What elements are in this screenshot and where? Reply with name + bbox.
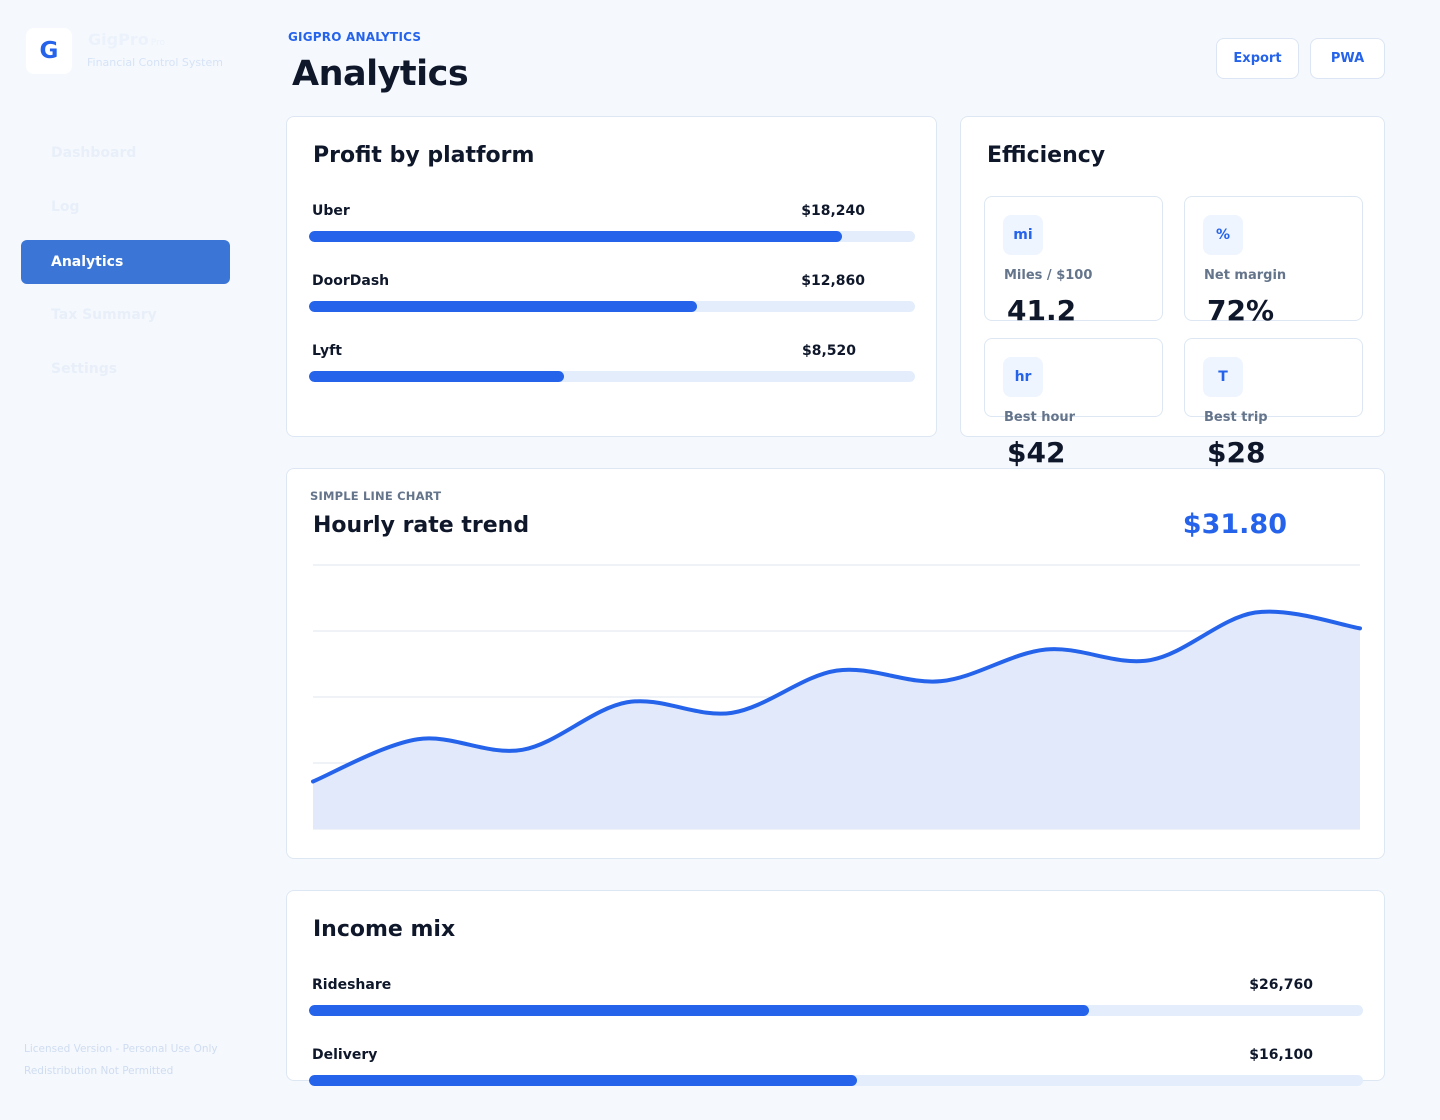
profit-value-lyft: $8,520: [801, 343, 856, 359]
trend-card: SIMPLE LINE CHART Hourly rate trend $31.…: [286, 468, 1385, 859]
sidebar: G GigPro Pro Financial Control System Das…: [0, 0, 250, 1120]
trend-area: [313, 611, 1360, 829]
license-line-1: Licensed Version - Personal Use Only: [24, 1043, 218, 1055]
profit-title: Profit by platform: [313, 143, 535, 168]
profit-bar-fill: [309, 371, 564, 382]
income-card: Income mix Rideshare $26,760 Delivery $1…: [286, 890, 1385, 1086]
tile-label: Miles / $100: [1004, 268, 1093, 283]
tile-value: $28: [1207, 436, 1266, 469]
income-bar-rideshare: [309, 1005, 1363, 1016]
profit-value-doordash: $12,860: [801, 273, 865, 289]
sidebar-item-label: Analytics: [51, 254, 124, 270]
efficiency-tile-best-trip: T Best trip $28: [1184, 338, 1363, 469]
tile-value: $42: [1007, 436, 1066, 469]
brand-tag: Pro: [150, 38, 165, 48]
income-value-rideshare: $26,760: [1249, 977, 1313, 993]
page-eyebrow: GIGPRO ANALYTICS: [288, 30, 422, 44]
chart-title: Hourly rate trend: [313, 513, 530, 538]
sidebar-item-label: Tax Summary: [51, 307, 157, 323]
profit-bar-doordash: [309, 301, 915, 312]
income-value-delivery: $16,100: [1249, 1047, 1313, 1063]
tile-label: Net margin: [1204, 268, 1287, 283]
efficiency-tile-margin: % Net margin 72%: [1184, 196, 1363, 327]
miles-icon: mi: [1003, 215, 1043, 255]
profit-label-uber: Uber: [312, 203, 350, 219]
profit-label-lyft: Lyft: [312, 343, 342, 359]
percent-icon: %: [1203, 215, 1243, 255]
trip-icon: T: [1203, 357, 1243, 397]
page-title: Analytics: [292, 54, 469, 94]
income-bar-delivery: [309, 1075, 1363, 1086]
sidebar-item-label: Dashboard: [51, 145, 137, 161]
profit-bar-lyft: [309, 371, 915, 382]
sidebar-item-settings[interactable]: Settings: [21, 347, 230, 391]
sidebar-item-tax-summary[interactable]: Tax Summary: [21, 293, 230, 337]
brand-subtitle: Financial Control System: [87, 56, 223, 69]
income-title: Income mix: [313, 917, 456, 942]
profit-value-uber: $18,240: [801, 203, 865, 219]
income-bar-fill: [309, 1075, 858, 1086]
profit-bar-uber: [309, 231, 915, 242]
efficiency-tile-best-hour: hr Best hour $42: [984, 338, 1163, 469]
sidebar-item-dashboard[interactable]: Dashboard: [21, 131, 230, 175]
profit-bar-fill: [309, 231, 843, 242]
pwa-button[interactable]: PWA: [1310, 38, 1385, 79]
sidebar-item-log[interactable]: Log: [21, 185, 230, 229]
current-rate: $31.80: [1182, 509, 1287, 540]
license-line-2: Redistribution Not Permitted: [24, 1065, 174, 1077]
efficiency-title: Efficiency: [987, 143, 1106, 168]
profit-card: Profit by platform Uber $18,240 DoorDash…: [286, 116, 937, 437]
hour-icon: hr: [1003, 357, 1043, 397]
brand-name: GigPro Pro: [88, 30, 165, 49]
tile-label: Best hour: [1004, 410, 1076, 425]
income-label-delivery: Delivery: [312, 1047, 378, 1063]
sidebar-item-label: Settings: [51, 361, 118, 377]
sidebar-item-analytics[interactable]: Analytics: [21, 240, 230, 284]
trend-line: [311, 609, 1362, 784]
income-bar-fill: [309, 1005, 1089, 1016]
chart-eyebrow: SIMPLE LINE CHART: [310, 489, 442, 503]
tile-value: 41.2: [1007, 294, 1077, 327]
sidebar-item-label: Log: [51, 199, 80, 215]
tile-label: Best trip: [1204, 410, 1268, 425]
profit-label-doordash: DoorDash: [312, 273, 390, 289]
export-button[interactable]: Export: [1216, 38, 1299, 79]
logo[interactable]: G: [26, 28, 72, 74]
logo-letter: G: [39, 38, 59, 64]
profit-bar-fill: [309, 301, 697, 312]
trend-chart: [311, 564, 1362, 830]
income-label-rideshare: Rideshare: [312, 977, 392, 993]
efficiency-tile-miles: mi Miles / $100 41.2: [984, 196, 1163, 327]
tile-value: 72%: [1207, 294, 1275, 327]
